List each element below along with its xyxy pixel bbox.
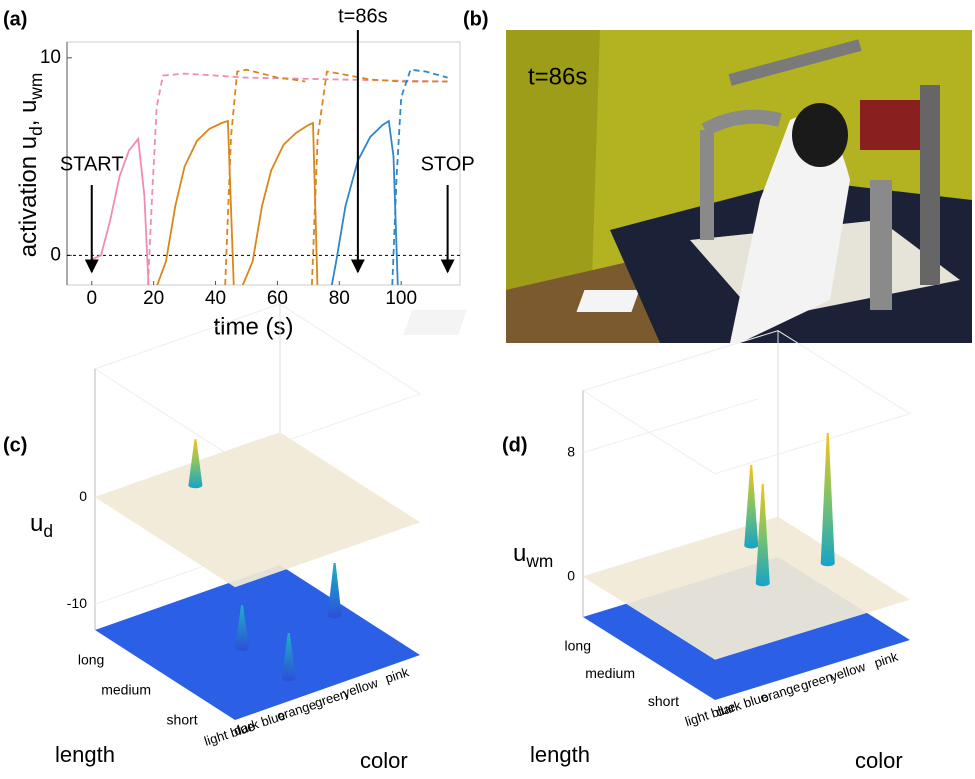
axis-title-part: activation u: [15, 136, 42, 257]
y-axis-title: length: [55, 742, 115, 767]
axis-title-part: wm: [525, 551, 553, 571]
series-line: [330, 121, 398, 295]
x-tick-label: pink: [872, 649, 900, 671]
x-axis-title: time (s): [214, 313, 294, 340]
figure: (b) t=86s (a)010020406080100time (s)acti…: [0, 0, 975, 774]
photo-caption: t=86s: [528, 63, 587, 90]
peak: [821, 433, 835, 566]
axis-title: activation ud, uwm: [15, 73, 45, 258]
y-tick-label: 10: [40, 47, 61, 68]
threshold-plane: [95, 432, 420, 587]
x-tick-label: 20: [143, 288, 164, 309]
y-tick-label: medium: [101, 682, 151, 698]
x-tick-label: 60: [267, 288, 288, 309]
x-axis-title: color: [855, 748, 903, 773]
panel-label: (a): [3, 8, 27, 30]
y-tick-label: 0: [50, 244, 61, 265]
x-axis-title: color: [360, 748, 408, 773]
x-tick-label: 100: [385, 288, 417, 309]
x-tick-label: pink: [383, 664, 411, 686]
panel-label: (c): [3, 434, 27, 456]
annotation-label: START: [60, 153, 124, 175]
panel-label: (d): [502, 434, 528, 456]
series-line: [154, 121, 318, 295]
series-line: [148, 74, 448, 295]
y-tick-label: long: [565, 638, 591, 654]
z-tick-label: 8: [567, 443, 575, 459]
y-tick-label: medium: [585, 665, 635, 681]
axis-title: ud: [30, 510, 53, 540]
axis-title: uwm: [513, 540, 553, 570]
axis-title-part: d: [26, 126, 46, 136]
axis-title-part: u: [30, 510, 43, 537]
y-tick-label: long: [78, 652, 104, 668]
z-tick-label: 0: [567, 567, 575, 583]
photo: [403, 30, 972, 343]
y-tick-label: short: [167, 712, 198, 728]
peak: [328, 563, 342, 618]
y-tick-label: short: [648, 693, 679, 709]
axis-title-part: , u: [15, 100, 42, 127]
annotation-label: STOP: [421, 153, 475, 175]
axis-title-part: wm: [26, 73, 46, 101]
annotation-label: t=86s: [338, 5, 387, 27]
plot-area: [92, 70, 448, 295]
z-tick-label: 0: [79, 488, 87, 504]
x-tick-label: 80: [329, 288, 350, 309]
z-tick-label: -10: [67, 595, 87, 611]
series-line: [392, 70, 448, 295]
panel-label: (b): [463, 8, 489, 30]
axis-title-part: d: [43, 521, 53, 541]
peak: [744, 465, 758, 549]
x-tick-label: 0: [86, 288, 97, 309]
x-tick-label: 40: [205, 288, 226, 309]
y-axis-title: length: [530, 742, 590, 767]
axis-title-part: u: [513, 540, 526, 567]
